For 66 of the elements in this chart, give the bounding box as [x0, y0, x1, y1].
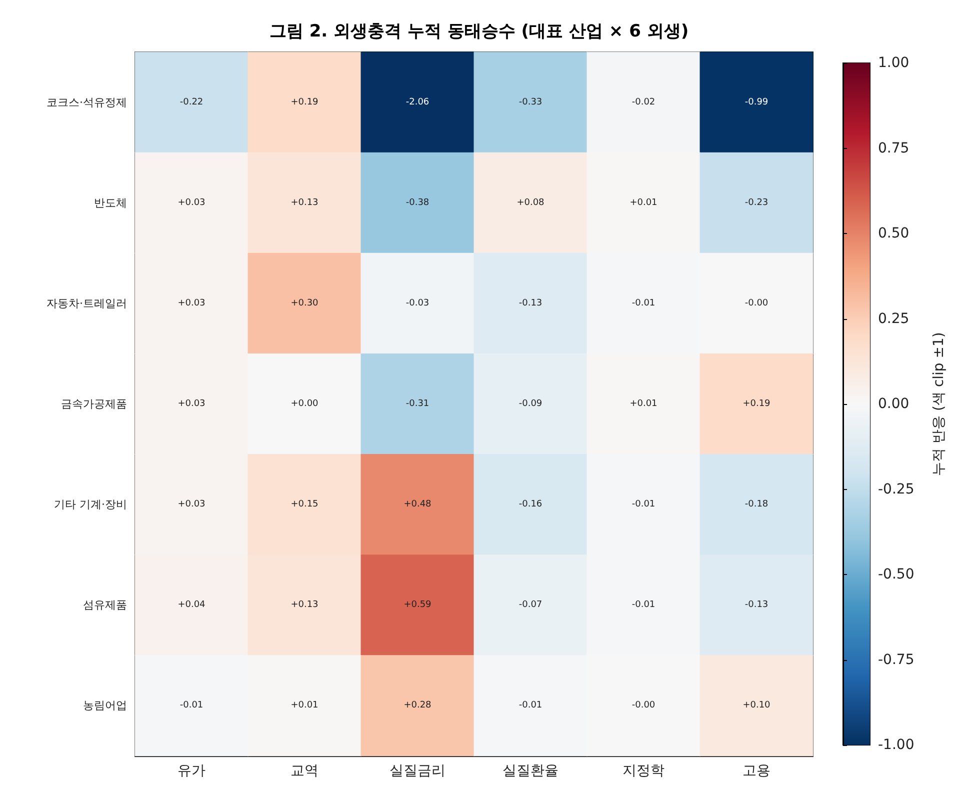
color-bar-label: -0.75 [878, 652, 914, 668]
x-tick-label: 실질환율 [502, 763, 558, 779]
x-tick-label: 유가 [178, 763, 206, 779]
y-tick-label: 금속가공제품 [61, 398, 127, 410]
data-label: +0.13 [290, 198, 318, 208]
color-bar-label: 0.25 [878, 310, 910, 327]
y-tick-label: 섬유제품 [83, 598, 127, 612]
data-label: +0.03 [178, 500, 206, 510]
chart-title: 그림 2. 외생충격 누적 동태승수 (대표 산업 × 6 외생) [269, 22, 689, 42]
y-tick-label: 자동차·트레일러 [46, 296, 127, 310]
data-label: +0.03 [178, 198, 206, 208]
color-bar-label: -1.00 [878, 737, 914, 753]
x-tick-label: 고용 [742, 763, 770, 779]
data-label: +0.03 [178, 298, 206, 308]
data-label: -0.22 [180, 97, 204, 108]
x-tick-label: 지정학 [622, 763, 664, 779]
color-bar-label: 0.75 [878, 140, 910, 156]
data-label: +0.30 [290, 298, 319, 308]
data-label: +0.59 [404, 600, 432, 610]
data-label: +0.01 [630, 198, 658, 208]
x-tick-label: 실질금리 [390, 763, 446, 779]
y-tick-label: 농림어업 [83, 699, 127, 712]
data-label: -0.09 [518, 399, 542, 409]
data-label: +0.48 [404, 500, 432, 510]
data-label: -0.01 [518, 700, 542, 711]
data-label: -0.01 [180, 700, 204, 711]
data-label: +0.04 [178, 600, 206, 610]
y-tick-label: 반도체 [94, 196, 127, 210]
data-label: +0.01 [290, 700, 318, 711]
data-label: +0.15 [290, 500, 318, 510]
data-label: -0.03 [406, 298, 430, 308]
data-label: +0.19 [742, 399, 771, 409]
color-bar-label: -0.50 [878, 566, 914, 582]
data-label: -0.16 [518, 500, 542, 510]
data-label: -0.13 [518, 298, 542, 308]
data-label: -0.99 [744, 97, 768, 108]
data-label: -0.31 [406, 399, 430, 409]
data-label: -0.38 [406, 198, 430, 208]
x-tick-label: 교역 [290, 763, 318, 779]
data-label: +0.28 [404, 700, 432, 711]
data-label: -0.33 [518, 97, 542, 108]
y-tick-label: 코크스·석유정제 [46, 96, 127, 109]
data-label: +0.10 [742, 700, 771, 711]
y-tick-label: 기타 기계·장비 [54, 498, 127, 512]
data-label: -0.02 [632, 97, 656, 108]
data-label: +0.13 [290, 600, 318, 610]
data-label: -0.23 [744, 198, 768, 208]
color-bar-label: 1.00 [878, 55, 910, 71]
color-bar-label: 0.00 [878, 396, 910, 412]
data-label: +0.00 [290, 399, 319, 409]
color-bar-label: -0.25 [878, 481, 914, 498]
data-label: -0.01 [632, 298, 656, 308]
data-label: -0.00 [632, 700, 656, 711]
data-label: -0.01 [632, 500, 656, 510]
data-label: -0.13 [744, 600, 768, 610]
data-label: +0.03 [178, 399, 206, 409]
data-label: +0.08 [516, 198, 545, 208]
data-label: -0.01 [632, 600, 656, 610]
data-label: +0.01 [630, 399, 658, 409]
color-bar-label: 0.50 [878, 226, 910, 242]
data-label: -2.06 [406, 97, 430, 108]
data-label: -0.18 [744, 500, 768, 510]
data-label: -0.00 [744, 298, 768, 308]
color-bar-title: 누적 반응 (색 clip ±1) [931, 332, 947, 476]
data-label: +0.19 [290, 97, 319, 108]
data-label: -0.07 [518, 600, 542, 610]
